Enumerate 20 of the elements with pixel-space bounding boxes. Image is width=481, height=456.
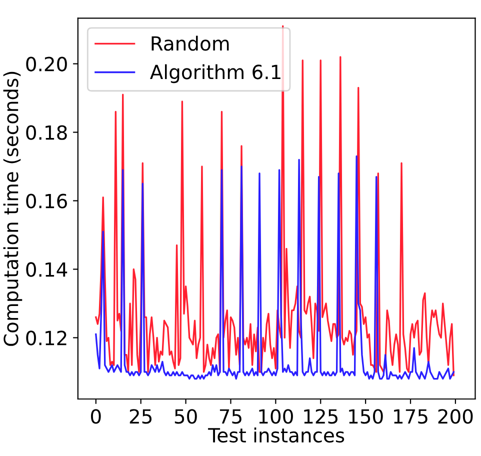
legend-label: Random (152, 36, 229, 51)
y-tick-label: 0.16 (26, 194, 67, 208)
x-axis-title: Test instances (208, 428, 344, 443)
x-tick-label: 100 (259, 409, 293, 424)
y-tick-label: 0.12 (26, 330, 66, 346)
line-series (95, 25, 454, 376)
x-tick-label: 125 (304, 409, 338, 424)
legend-label: Algorithm 6.1 (150, 64, 280, 84)
x-tick-label: 0 (90, 409, 101, 424)
x-tick-label: 175 (394, 409, 428, 424)
x-tick-label: 75 (220, 409, 242, 424)
x-tick-label: 25 (130, 409, 152, 424)
line-series (95, 155, 454, 380)
y-tick-label: 0.18 (26, 125, 67, 140)
x-tick-label: 200 (438, 409, 473, 424)
x-tick-label: 150 (349, 409, 383, 424)
x-tick-label: 50 (174, 409, 197, 424)
y-tick-label: 0.20 (26, 56, 67, 72)
y-axis-title: Computation time (seconds) (3, 72, 22, 346)
y-tick-label: 0.14 (26, 262, 68, 277)
